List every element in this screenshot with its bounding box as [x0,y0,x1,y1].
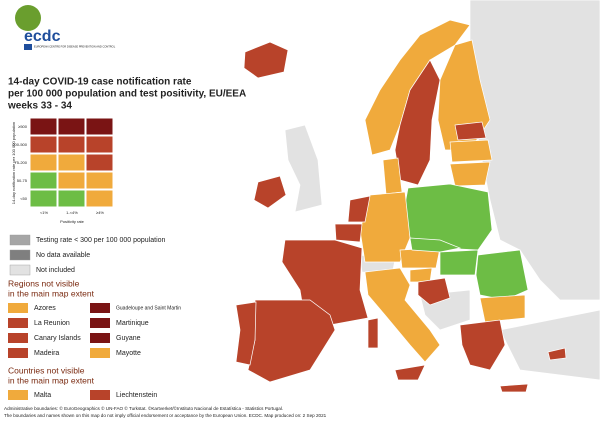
matrix-cell [57,171,86,190]
legend-label: La Reunion [34,320,70,327]
matrix-cell [29,189,58,208]
estonia [454,121,487,141]
matrix-cell [29,135,58,154]
logo: ecdc EUROPEAN CENTRE FOR DISEASE PREVENT… [15,5,116,50]
portugal [235,301,257,366]
legend-swatch [90,333,110,343]
legend-swatch [90,348,110,358]
matrix-cell [29,153,58,172]
legend-swatch [8,318,28,328]
legend-swatch [90,318,110,328]
slovenia [409,267,433,283]
sardinia [367,317,379,349]
matrix-cell [29,117,58,136]
legend-label: Canary Islands [34,335,81,342]
iceland [243,41,289,79]
title: per 100 000 population and test positivi… [8,89,246,100]
matrix-column-label: 1-<4% [66,210,78,215]
agency-name: EUROPEAN CENTRE FOR DISEASE PREVENTION A… [34,45,116,49]
matrix-cell [57,135,86,154]
sicily [394,364,426,381]
matrix-cell [85,171,114,190]
matrix-row-label: 200-500 [12,142,27,147]
section-title: in the main map extent [8,375,95,385]
matrix-cell [29,171,58,190]
legend-swatch [8,390,28,400]
legend-label: Liechtenstein [116,392,157,399]
ireland [253,175,287,209]
legend-swatch [8,303,28,313]
lithuania [449,161,491,187]
matrix-cell [57,189,86,208]
matrix-y-label: 14-day notification rate per 100 000 pop… [11,122,16,205]
matrix-row-label: ≥500 [18,124,28,129]
latvia [449,139,493,163]
matrix-cell [57,117,86,136]
title: weeks 33 - 34 [7,101,72,112]
legend-swatch [8,333,28,343]
footer: Administrative boundaries: © EuroGeograp… [4,405,283,411]
italy [364,267,441,363]
croatia [417,277,451,306]
legend-label: No data available [36,252,90,259]
matrix: ≥500 200-500 75-200 50-75 <50 <1% 1-<4% ≥4% Posi… [11,117,114,224]
czechia-slovakia [409,237,462,253]
legend-swatch [90,303,110,313]
matrix-row-label: <50 [20,196,28,201]
legend-swatch [9,249,31,261]
matrix-column-label: <1% [40,210,49,215]
bulgaria [479,294,526,323]
legend-label: Mayotte [116,350,141,357]
legend-label: Guyane [116,335,141,342]
uk [284,124,323,213]
matrix-row-label: 75-200 [15,160,28,165]
greece [459,319,506,371]
matrix-column-label: ≥4% [96,210,104,215]
eu-flag [24,44,32,50]
footer: The boundaries and names shown on this m… [4,413,327,418]
section-title: Regions not visible [8,278,80,288]
legend-swatch [9,264,31,276]
matrix-cell [85,117,114,136]
crete [499,383,529,393]
matrix-cell [85,153,114,172]
logo-globe [15,5,41,31]
legend-label: Madeira [34,350,59,357]
matrix-cell [57,153,86,172]
legend-swatch [8,348,28,358]
legend-label: Malta [34,392,51,399]
legend-label: Not included [36,267,75,274]
map [235,0,600,393]
matrix-cell [85,135,114,154]
legend-label: Guadeloupe and Saint Martin [116,305,181,311]
logo-text: ecdc [24,28,61,45]
legend-swatch [9,234,31,246]
romania [475,249,529,301]
section-title: Countries not visible [8,365,85,375]
cyprus [547,347,567,361]
legend-label: Azores [34,305,56,312]
matrix-cell [85,189,114,208]
matrix-row-label: 50-75 [17,178,28,183]
legend: Testing rate < 300 per 100 000 populatio… [8,234,181,400]
non-eu-land [499,309,600,381]
belgium [334,223,363,243]
legend-label: Martinique [116,320,149,327]
section-title: in the main map extent [8,288,95,298]
hungary [439,249,479,276]
legend-label: Testing rate < 300 per 100 000 populatio… [36,237,166,244]
title: 14-day COVID-19 case notification rate [8,77,192,88]
matrix-x-label: Positivity rate [60,219,85,224]
legend-swatch [90,390,110,400]
netherlands [347,195,371,223]
